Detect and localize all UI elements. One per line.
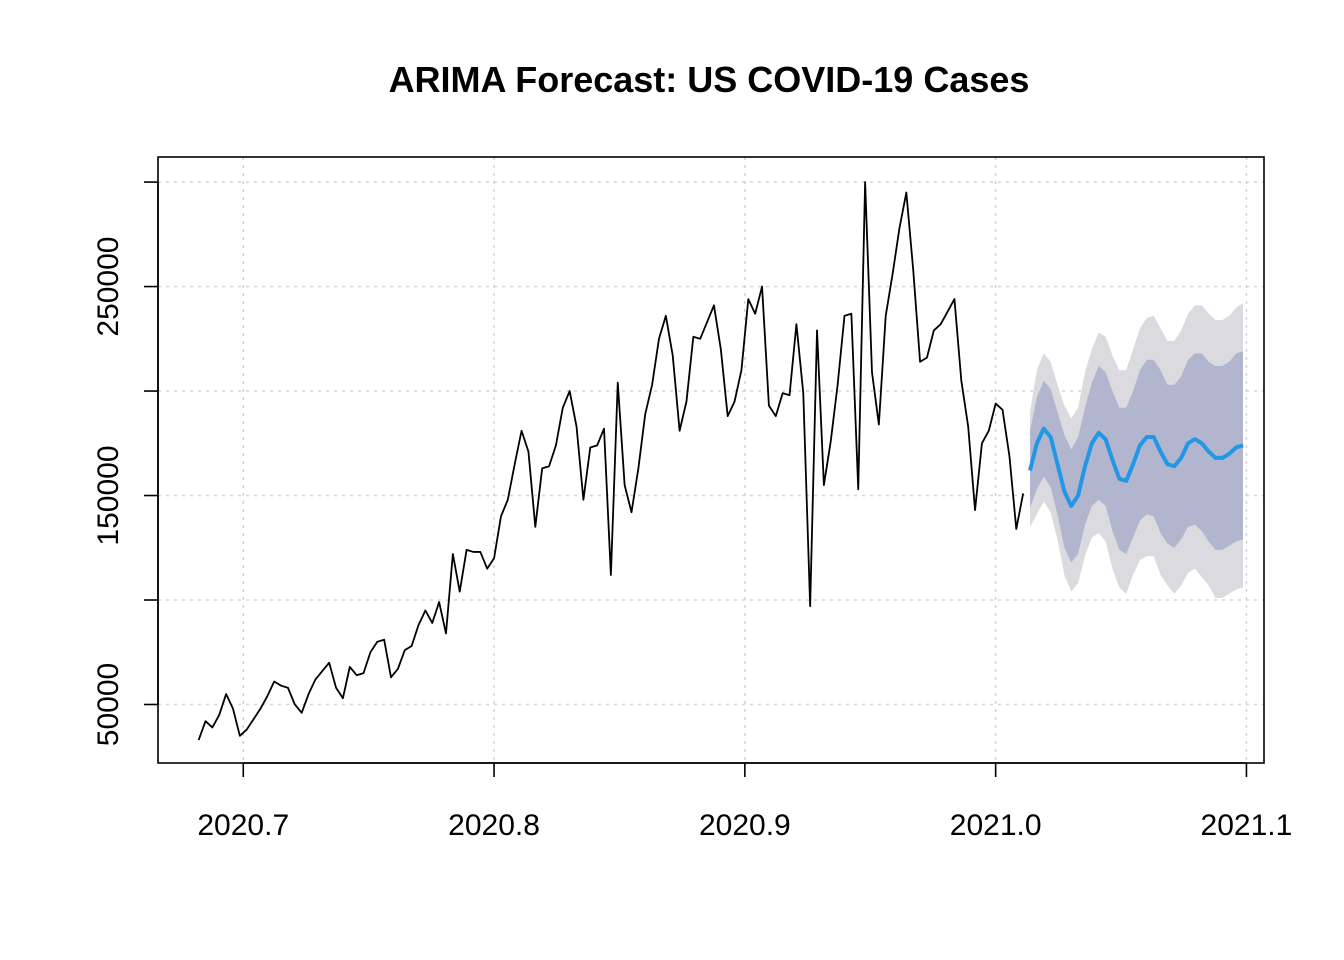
- history-line: [197, 181, 1025, 741]
- x-tick-label: 2020.9: [699, 809, 791, 842]
- x-tick-label: 2020.8: [448, 809, 540, 842]
- x-tick-label: 2021.0: [950, 809, 1042, 842]
- chart-title: ARIMA Forecast: US COVID-19 Cases: [389, 59, 1030, 100]
- forecast-line: [1028, 426, 1244, 508]
- axes: 2020.7 2020.8 2020.9 2021.0 2021.1 50000 15000…: [92, 181, 1293, 842]
- series: [197, 181, 1244, 741]
- x-tick-label: 2021.1: [1201, 809, 1293, 842]
- y-tick-label: 150000: [92, 445, 125, 545]
- y-tick-label: 250000: [92, 237, 125, 337]
- x-tick-label: 2020.7: [197, 809, 289, 842]
- y-tick-label: 50000: [92, 663, 125, 746]
